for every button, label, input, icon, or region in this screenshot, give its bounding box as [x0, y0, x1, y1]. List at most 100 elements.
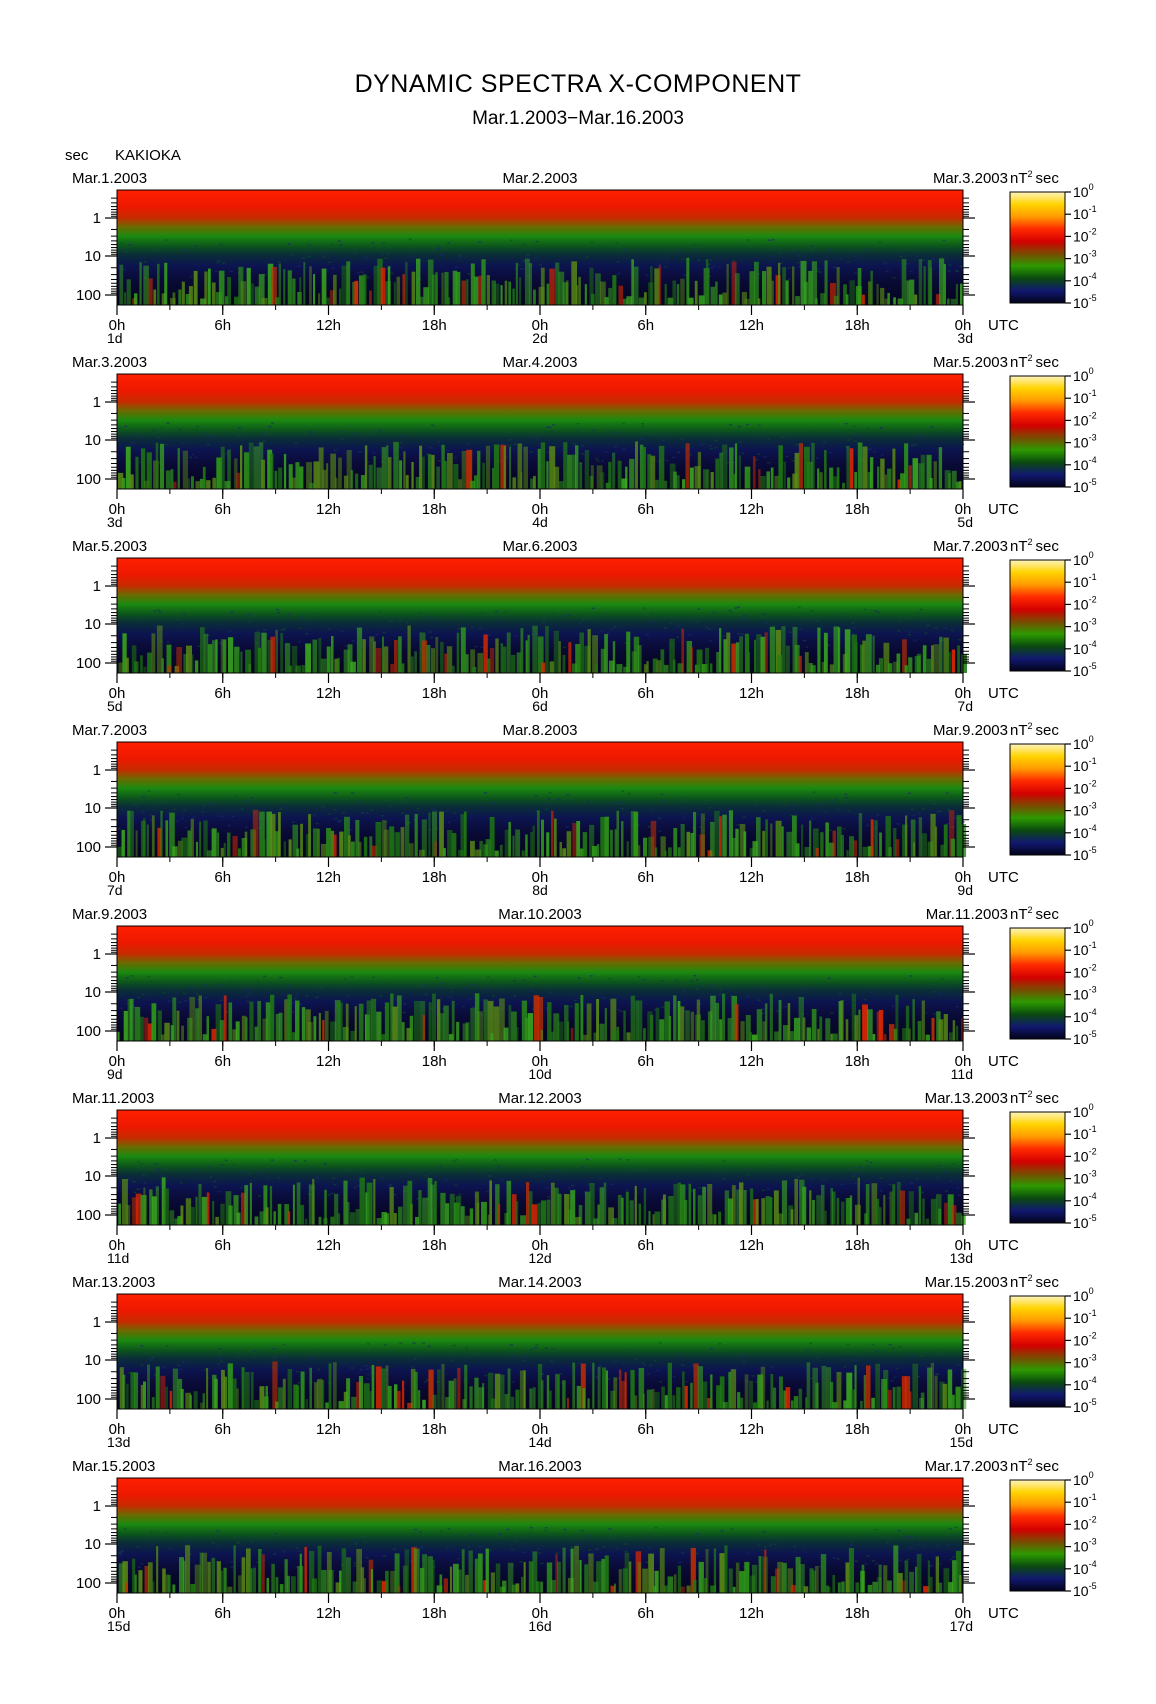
- colorbar-unit: nT2 sec: [1010, 169, 1059, 187]
- colorbar-tick-label: 10-2: [1073, 226, 1097, 244]
- x-tick-label: 0h: [109, 1053, 126, 1070]
- x-tick-label: 6h: [637, 1053, 654, 1070]
- panel-end-date: Mar.5.2003: [933, 354, 1008, 371]
- x-tick-label: 6h: [637, 1605, 654, 1622]
- colorbar-tick-label: 10-4: [1073, 1191, 1097, 1209]
- spectrogram-area: [117, 190, 963, 305]
- colorbar-tick-label: 100: [1073, 918, 1094, 936]
- x-tick-label: 12h: [739, 685, 764, 702]
- x-tick-label: 0h: [109, 317, 126, 334]
- day-label: 1d: [107, 330, 123, 346]
- day-label: 6d: [532, 698, 548, 714]
- colorbar-tick-label: 10-2: [1073, 962, 1097, 980]
- colorbar-unit: nT2 sec: [1010, 1089, 1059, 1107]
- colorbar-tick-label: 10-3: [1073, 1169, 1097, 1187]
- x-tick-label: 18h: [845, 501, 870, 518]
- x-tick-label: 18h: [422, 869, 447, 886]
- spectra-panel: 1 10 100 0h 6h 12h 18h 0h 6h 12h 18h 0h UTC 9d 10d 11d M…: [72, 905, 1097, 1082]
- panel-end-date: Mar.7.2003: [933, 538, 1008, 555]
- day-label: 13d: [107, 1434, 130, 1450]
- x-tick-label: 0h: [955, 1421, 972, 1438]
- x-tick-label: 0h: [532, 685, 549, 702]
- x-tick-label: 6h: [214, 501, 231, 518]
- x-tick-label: 6h: [637, 685, 654, 702]
- x-tick-label: 18h: [845, 317, 870, 334]
- utc-label: UTC: [988, 1421, 1019, 1438]
- x-tick-label: 18h: [845, 1605, 870, 1622]
- y-tick-label: 10: [84, 616, 101, 633]
- utc-label: UTC: [988, 1053, 1019, 1070]
- colorbar-tick-label: 10-5: [1073, 293, 1097, 311]
- day-label: 14d: [528, 1434, 551, 1450]
- colorbar-tick-label: 10-5: [1073, 1581, 1097, 1599]
- colorbar-tick-label: 10-5: [1073, 477, 1097, 495]
- panel-mid-date: Mar.10.2003: [498, 906, 581, 923]
- y-tick-label: 100: [76, 839, 101, 856]
- y-tick-label: 1: [93, 1314, 101, 1331]
- colorbar-tick-label: 10-1: [1073, 204, 1097, 222]
- y-tick-label: 100: [76, 655, 101, 672]
- x-tick-label: 0h: [955, 1605, 972, 1622]
- x-tick-label: 18h: [422, 317, 447, 334]
- x-tick-label: 0h: [532, 1421, 549, 1438]
- x-tick-label: 12h: [316, 501, 341, 518]
- x-tick-label: 6h: [637, 501, 654, 518]
- x-tick-label: 6h: [637, 1421, 654, 1438]
- colorbar-tick-label: 10-4: [1073, 455, 1097, 473]
- x-tick-label: 12h: [739, 1421, 764, 1438]
- x-tick-label: 12h: [316, 1237, 341, 1254]
- x-tick-label: 0h: [109, 1237, 126, 1254]
- x-tick-label: 6h: [214, 1605, 231, 1622]
- x-tick-label: 6h: [214, 685, 231, 702]
- colorbar-tick-label: 100: [1073, 1470, 1094, 1488]
- day-label: 3d: [957, 330, 973, 346]
- colorbar-tick-label: 100: [1073, 1286, 1094, 1304]
- panel-start-date: Mar.9.2003: [72, 906, 147, 923]
- colorbar-tick-label: 10-1: [1073, 1124, 1097, 1142]
- panel-end-date: Mar.9.2003: [933, 722, 1008, 739]
- x-tick-label: 6h: [637, 1237, 654, 1254]
- panel-end-date: Mar.3.2003: [933, 170, 1008, 187]
- colorbar-tick-label: 100: [1073, 366, 1094, 384]
- colorbar-tick-label: 100: [1073, 734, 1094, 752]
- y-tick-label: 10: [84, 432, 101, 449]
- colorbar-tick-label: 10-5: [1073, 1397, 1097, 1415]
- day-label: 9d: [957, 882, 973, 898]
- panel-mid-date: Mar.14.2003: [498, 1274, 581, 1291]
- panel-start-date: Mar.3.2003: [72, 354, 147, 371]
- x-tick-label: 12h: [739, 869, 764, 886]
- day-label: 10d: [528, 1066, 551, 1082]
- panel-mid-date: Mar.12.2003: [498, 1090, 581, 1107]
- colorbar-tick-label: 10-3: [1073, 801, 1097, 819]
- spectra-panel: 1 10 100 0h 6h 12h 18h 0h 6h 12h 18h 0h UTC 1d 2d 3d Mar…: [72, 169, 1097, 346]
- colorbar-tick-label: 10-2: [1073, 594, 1097, 612]
- x-tick-label: 6h: [214, 1421, 231, 1438]
- colorbar-tick-label: 10-5: [1073, 661, 1097, 679]
- y-tick-label: 100: [76, 1391, 101, 1408]
- y-tick-label: 1: [93, 578, 101, 595]
- utc-label: UTC: [988, 869, 1019, 886]
- utc-label: UTC: [988, 317, 1019, 334]
- x-tick-label: 0h: [955, 869, 972, 886]
- x-tick-label: 12h: [316, 1421, 341, 1438]
- panel-start-date: Mar.11.2003: [72, 1090, 154, 1107]
- colorbar-tick-label: 100: [1073, 1102, 1094, 1120]
- x-tick-label: 0h: [532, 317, 549, 334]
- x-tick-label: 18h: [422, 501, 447, 518]
- panel-mid-date: Mar.2.2003: [502, 170, 577, 187]
- utc-label: UTC: [988, 1237, 1019, 1254]
- colorbar-tick-label: 10-3: [1073, 249, 1097, 267]
- day-label: 5d: [957, 514, 973, 530]
- day-label: 11d: [107, 1250, 129, 1266]
- colorbar-tick-label: 10-1: [1073, 756, 1097, 774]
- x-tick-label: 0h: [955, 1053, 972, 1070]
- y-tick-label: 1: [93, 1498, 101, 1515]
- x-tick-label: 0h: [955, 685, 972, 702]
- x-tick-label: 18h: [845, 1421, 870, 1438]
- panel-mid-date: Mar.8.2003: [502, 722, 577, 739]
- y-tick-label: 100: [76, 1207, 101, 1224]
- x-tick-label: 18h: [422, 685, 447, 702]
- colorbar-tick-label: 10-4: [1073, 271, 1097, 289]
- x-tick-label: 0h: [109, 869, 126, 886]
- y-tick-label: 1: [93, 946, 101, 963]
